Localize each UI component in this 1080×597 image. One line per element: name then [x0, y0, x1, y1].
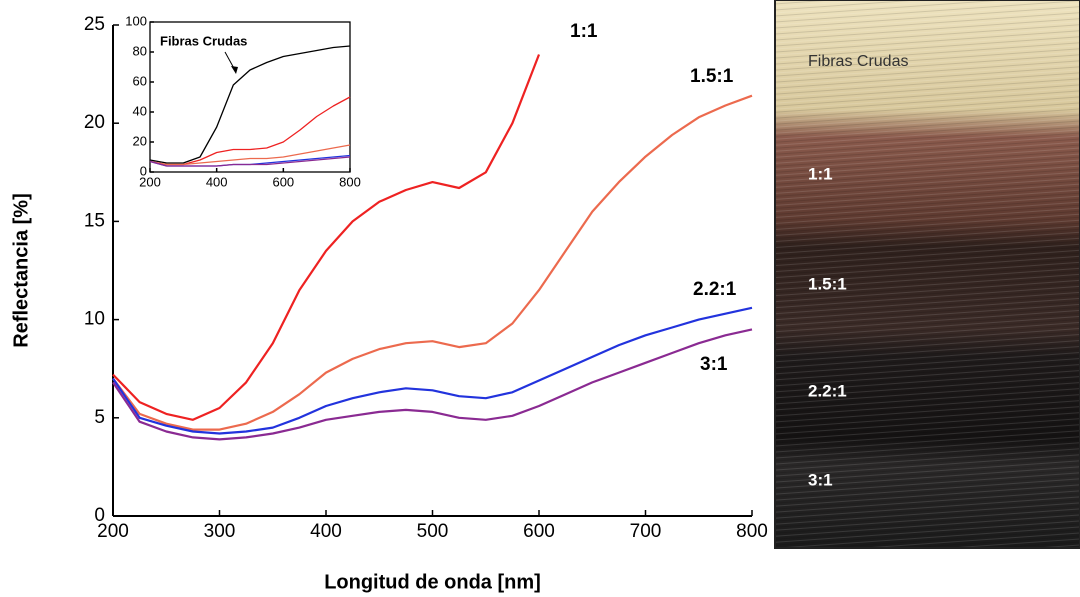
y-tick-label: 5 — [94, 407, 105, 428]
x-tick-label: 800 — [339, 174, 361, 189]
series-label: 3:1 — [700, 354, 728, 375]
y-tick-label: 20 — [84, 112, 105, 133]
x-tick-label: 200 — [97, 521, 129, 542]
series-label: 2.2:1 — [693, 279, 737, 300]
series-line — [112, 306, 753, 435]
photo-label: Fibras Crudas — [808, 53, 908, 70]
charts: 200 300 400 500 600 700 8000510152025Longitud … — [10, 13, 768, 593]
y-tick-label: 60 — [133, 73, 147, 88]
y-tick-label: 25 — [84, 14, 105, 35]
x-axis-label: Longitud de onda [nm] — [324, 571, 541, 593]
series-line — [149, 156, 351, 167]
photo-label: 2.2:1 — [808, 381, 847, 400]
x-tick-label: 400 — [310, 521, 342, 542]
photo-texture — [776, 1, 1079, 547]
photo-labels: Fibras Crudas 1:1 1.5:1 2.2:1 3:1 — [808, 53, 908, 489]
x-tick-label: 400 — [206, 174, 228, 189]
y-tick-label: 20 — [133, 133, 147, 148]
photo-label: 1:1 — [808, 164, 833, 183]
x-tick-label: 500 — [417, 521, 449, 542]
annotation: Fibras Crudas — [160, 33, 247, 48]
y-tick-label: 100 — [125, 13, 147, 28]
y-tick-label: 0 — [140, 163, 147, 178]
photo — [774, 0, 1080, 549]
series-line — [112, 328, 753, 441]
series-line — [112, 54, 541, 421]
x-tick-label: 800 — [736, 521, 768, 542]
chart: 200 400 600 800 0 20 40 60 80 100 Fibras Crudas — [125, 13, 361, 189]
chart: 200 300 400 500 600 700 8000510152025Longitud … — [10, 14, 768, 593]
series-label: 1.5:1 — [690, 66, 734, 87]
inset-frame — [149, 21, 351, 173]
series-line — [149, 144, 351, 166]
y-tick-label: 40 — [133, 103, 147, 118]
x-tick-label: 600 — [523, 521, 555, 542]
x-tick-label: 200 — [139, 174, 161, 189]
y-tick-label: 10 — [84, 309, 105, 330]
x-tick-label: 600 — [272, 174, 294, 189]
x-tick-label: 300 — [204, 521, 236, 542]
y-tick-label: 80 — [133, 43, 147, 58]
y-tick-label: 15 — [84, 210, 105, 231]
y-tick-label: 0 — [94, 505, 105, 526]
y-axis-label: Reflectancia [%] — [10, 193, 32, 348]
series-label: 1:1 — [570, 21, 598, 42]
photo-label: 3:1 — [808, 470, 833, 489]
photo-label: 1.5:1 — [808, 274, 847, 293]
series-line — [149, 45, 351, 164]
arrow-head — [231, 66, 238, 74]
x-tick-label: 700 — [630, 521, 662, 542]
series-line — [112, 94, 753, 431]
